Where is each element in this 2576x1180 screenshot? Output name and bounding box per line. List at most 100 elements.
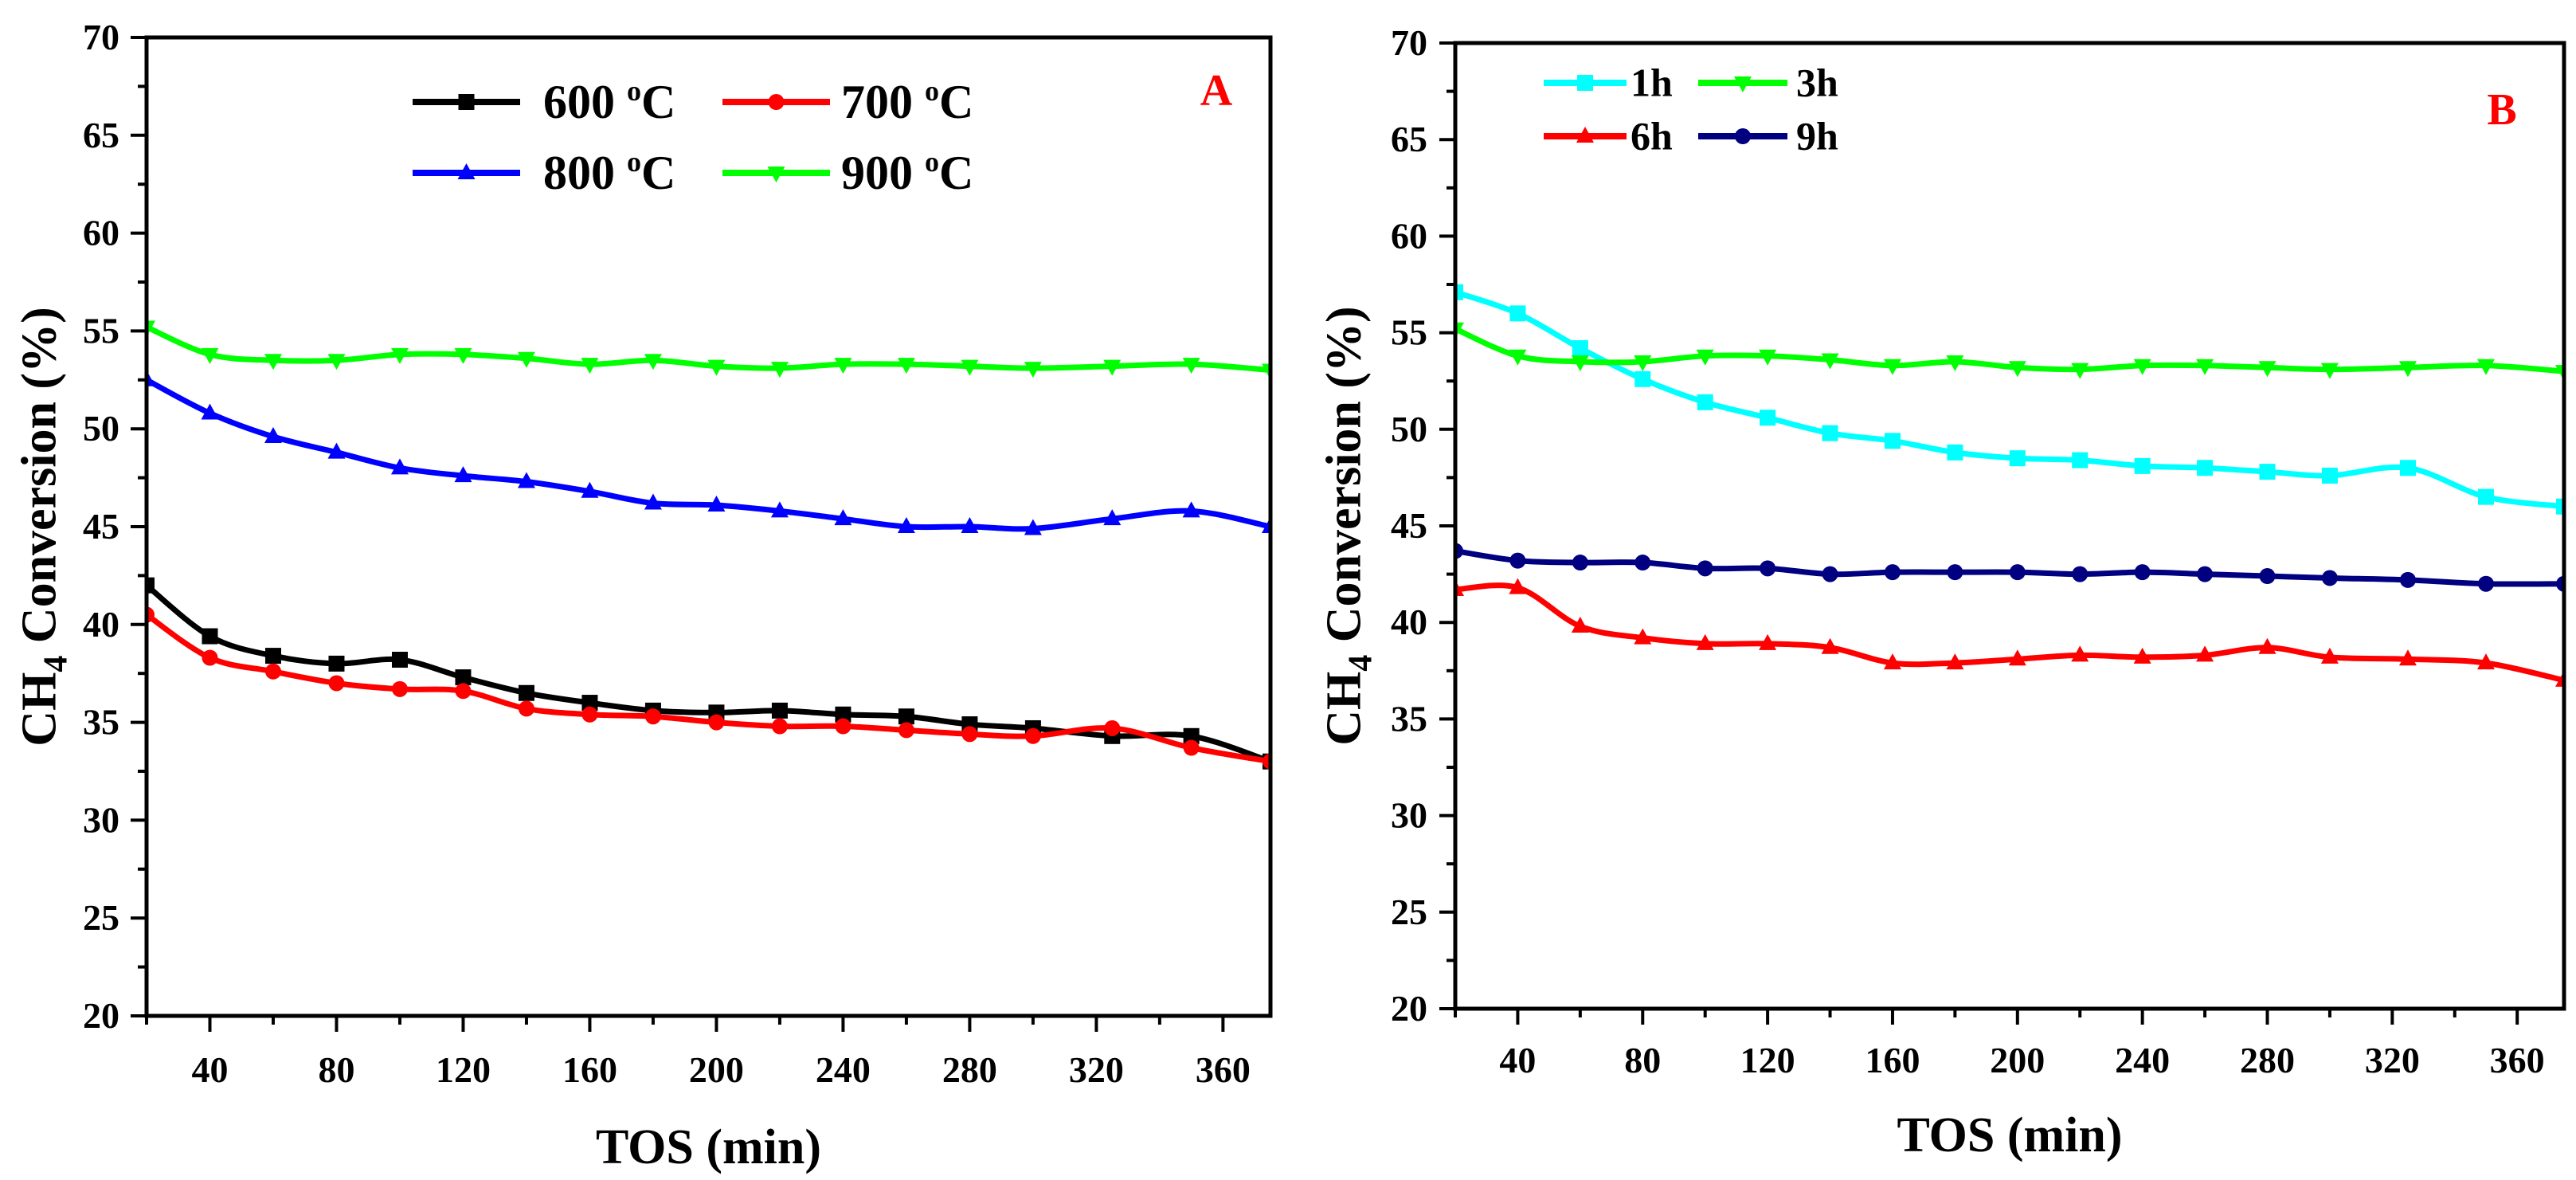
panel-label: B <box>2487 85 2516 135</box>
legend-label: 1h <box>1631 61 1673 105</box>
x-tick-label: 40 <box>191 1049 228 1090</box>
data-point <box>202 649 218 666</box>
legend-marker <box>1576 127 1594 143</box>
data-point <box>834 509 852 526</box>
data-point <box>1262 517 1270 533</box>
data-point <box>961 726 978 743</box>
x-tick-label: 280 <box>942 1049 997 1090</box>
data-point <box>391 652 408 668</box>
data-point <box>770 501 789 518</box>
data-point <box>1509 578 1527 594</box>
y-tick-label: 60 <box>83 213 119 253</box>
series-line-9h <box>1455 548 2564 587</box>
data-point <box>517 472 535 488</box>
data-point <box>2196 645 2214 662</box>
data-point <box>581 481 599 498</box>
series-line-600c <box>147 582 1270 765</box>
data-point <box>1822 566 1838 582</box>
data-point <box>1509 349 1527 366</box>
data-point <box>518 684 534 701</box>
legend-item: 700 oC <box>722 75 973 128</box>
legend-item: 800 oC <box>413 146 675 199</box>
x-tick-label: 240 <box>2115 1040 2170 1080</box>
legend-label: 800 oC <box>543 146 675 199</box>
data-point <box>1104 719 1121 736</box>
data-point <box>2259 568 2276 585</box>
data-point <box>2133 359 2151 375</box>
data-point <box>2398 361 2417 378</box>
data-point <box>517 351 535 368</box>
data-point <box>1821 353 1839 370</box>
data-point <box>327 442 346 459</box>
legend-label-value: 600 <box>543 76 627 128</box>
data-point <box>1455 322 1464 339</box>
data-point <box>1696 633 1714 650</box>
x-tick-label: 80 <box>1624 1040 1661 1080</box>
data-point <box>1696 349 1714 366</box>
legend-marker <box>457 163 476 179</box>
legend-label-unit: C <box>939 147 973 199</box>
chart-panel-a: 20 25 30 35 40 45 50 55 60 65 70 40 80 120 160 200 240 28… <box>13 17 1273 1174</box>
data-point <box>2556 498 2564 515</box>
data-point <box>2399 460 2416 476</box>
y-axis-title: CH4 Conversion (%) <box>13 307 75 746</box>
legend: 600 oC 700 oC 800 oC 900 oC <box>413 75 973 199</box>
legend: 1h 3h 6h 9h <box>1544 61 1838 159</box>
legend-item: 6h <box>1544 114 1673 159</box>
data-point <box>835 718 851 735</box>
data-point <box>2477 575 2494 592</box>
data-point <box>1883 653 1901 670</box>
data-point <box>2072 452 2089 468</box>
data-point <box>1103 359 1122 376</box>
data-point <box>390 347 409 364</box>
y-tick-label: 20 <box>1391 988 1427 1029</box>
data-point <box>455 683 472 700</box>
data-point <box>2008 649 2026 666</box>
data-point <box>707 359 726 376</box>
legend-label-value: 700 <box>841 76 925 128</box>
y-tick-label: 50 <box>1391 409 1427 449</box>
legend-marker <box>1734 76 1752 92</box>
data-point <box>147 577 155 594</box>
data-point <box>147 370 155 386</box>
data-point <box>2008 361 2026 378</box>
panel-label: A <box>1200 66 1233 116</box>
data-point <box>2555 365 2564 382</box>
data-point <box>1634 628 1652 645</box>
x-tick-label: 320 <box>1069 1049 1124 1090</box>
y-axis-title-subscript: 4 <box>38 656 75 672</box>
data-point <box>201 403 219 420</box>
x-axis-title: TOS (min) <box>1897 1108 2122 1162</box>
data-point <box>2321 467 2338 484</box>
data-point <box>1183 727 1200 744</box>
legend-label-value: 900 <box>841 147 925 199</box>
data-point <box>2072 566 2089 582</box>
y-tick-label: 70 <box>1391 22 1427 63</box>
data-point <box>1946 653 1964 670</box>
y-axis-title-subscript: 4 <box>1343 655 1380 672</box>
data-point <box>1455 284 1463 300</box>
y-tick-label: 40 <box>1391 602 1427 642</box>
data-point <box>2320 363 2339 379</box>
data-point <box>1884 564 1901 581</box>
data-point <box>708 714 725 731</box>
data-point <box>898 722 914 739</box>
legend-item: 900 oC <box>722 146 973 199</box>
data-point <box>1884 433 1901 449</box>
legend-label-unit: C <box>641 76 675 128</box>
y-tick-label: 25 <box>1391 892 1427 932</box>
x-tick-label: 120 <box>436 1049 491 1090</box>
data-point <box>2133 647 2151 664</box>
data-point <box>1509 552 1526 569</box>
data-point <box>327 354 346 370</box>
legend-marker <box>767 167 785 182</box>
data-point <box>2134 457 2151 474</box>
plot-frame <box>144 35 1273 1018</box>
x-tick-label: 240 <box>816 1049 871 1090</box>
data-point <box>2197 460 2214 476</box>
legend-marker <box>1735 128 1751 144</box>
legend-item: 600 oC <box>413 75 675 128</box>
data-point <box>264 648 281 664</box>
data-point <box>1759 349 1777 366</box>
data-point <box>1103 509 1122 526</box>
